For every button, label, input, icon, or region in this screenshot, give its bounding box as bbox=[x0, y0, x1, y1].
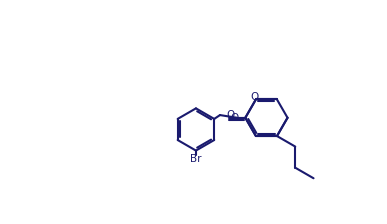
Text: O: O bbox=[230, 113, 238, 123]
Text: Br: Br bbox=[190, 154, 202, 164]
Text: O: O bbox=[226, 110, 235, 120]
Text: O: O bbox=[251, 92, 259, 102]
